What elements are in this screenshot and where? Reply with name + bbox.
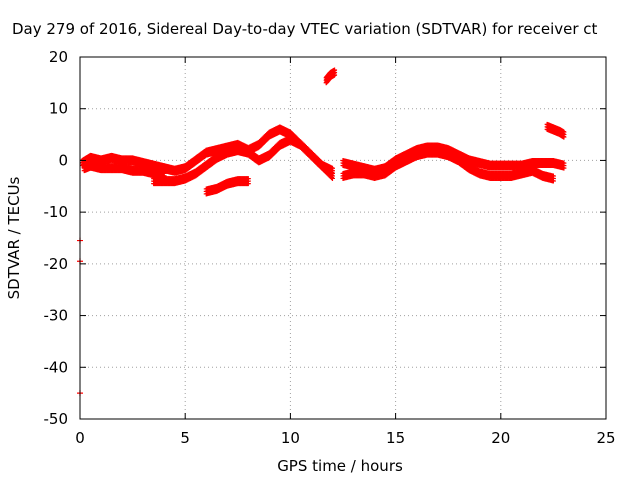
x-tick-label: 20 bbox=[491, 429, 510, 447]
data-band bbox=[544, 121, 567, 140]
y-tick-label: -40 bbox=[44, 358, 69, 376]
x-tick-label: 5 bbox=[180, 429, 190, 447]
x-tick-label: 25 bbox=[596, 429, 615, 447]
y-tick-label: 0 bbox=[58, 151, 68, 169]
data-band bbox=[203, 176, 251, 197]
y-tick-label: 20 bbox=[49, 48, 68, 66]
x-tick-label: 15 bbox=[386, 429, 405, 447]
y-tick-label: -30 bbox=[44, 307, 69, 325]
y-tick-label: 10 bbox=[49, 100, 68, 118]
data-band bbox=[81, 160, 167, 179]
chart-title: Day 279 of 2016, Sidereal Day-to-day VTE… bbox=[12, 20, 598, 38]
data-point bbox=[332, 72, 338, 78]
plot-frame bbox=[79, 56, 607, 420]
data-points bbox=[77, 67, 567, 397]
data-point bbox=[561, 134, 567, 140]
grid bbox=[80, 57, 606, 419]
y-axis-label: SDTVAR / TECUs bbox=[5, 176, 23, 299]
y-tick-label: -20 bbox=[44, 255, 69, 273]
data-band bbox=[340, 147, 556, 184]
data-band bbox=[151, 134, 335, 187]
axis-ticks: 0 5 10 15 20 25 20 10 0 -10 -20 -30 -40 -50 bbox=[44, 48, 616, 447]
y-tick-label: -10 bbox=[44, 203, 69, 221]
x-tick-label: 0 bbox=[75, 429, 85, 447]
data-point bbox=[329, 175, 335, 181]
x-axis-label: GPS time / hours bbox=[277, 457, 403, 475]
x-tick-label: 10 bbox=[281, 429, 300, 447]
data-point bbox=[550, 178, 556, 184]
data-band bbox=[323, 67, 338, 86]
data-point bbox=[561, 165, 567, 171]
data-point bbox=[245, 181, 251, 187]
data-point bbox=[329, 170, 335, 176]
y-tick-label: -50 bbox=[44, 410, 69, 428]
